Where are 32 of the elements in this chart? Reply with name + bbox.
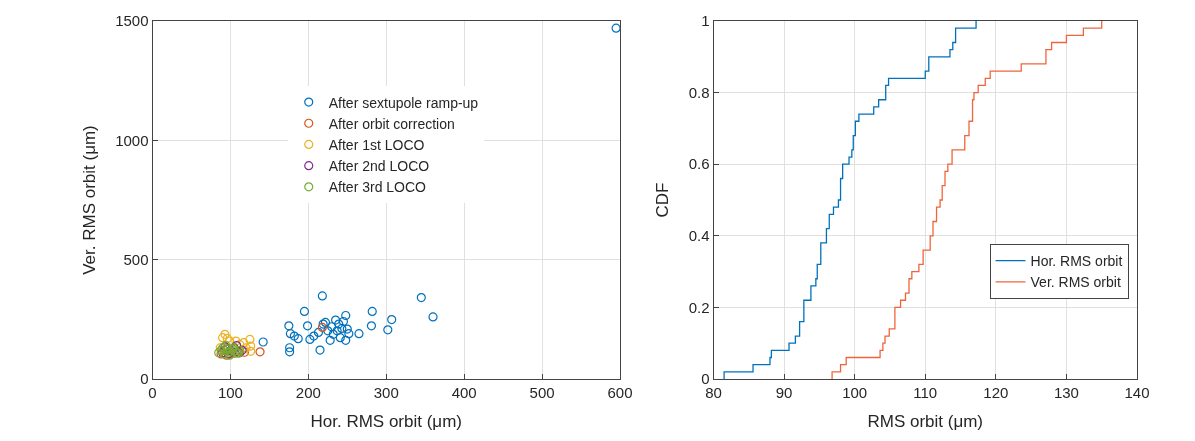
legend-label: After 1st LOCO (328, 136, 425, 153)
legend-label: After orbit correction (328, 115, 455, 132)
y-tick-label: 1000 (115, 131, 149, 149)
x-tick-label: 200 (295, 384, 321, 401)
y-tick-label: 0.8 (688, 83, 710, 101)
x-tick-label: 100 (217, 384, 243, 401)
x-tick-label: 500 (529, 384, 555, 401)
y-tick-label: 500 (123, 250, 149, 268)
x-tick-label: 140 (1124, 384, 1150, 401)
legend-label: Ver. RMS orbit (1030, 274, 1121, 291)
y-axis-title: CDF (653, 182, 673, 218)
x-tick-label: 130 (1053, 384, 1079, 401)
y-tick-label: 0.2 (688, 298, 710, 316)
y-tick-label: 1 (701, 12, 710, 30)
x-tick-label: 120 (983, 384, 1009, 401)
legend-label: After sextupole ramp-up (328, 94, 479, 111)
legend-label: Hor. RMS orbit (1030, 253, 1123, 270)
x-axis-title: Hor. RMS orbit (μm) (310, 412, 462, 432)
legend-label: After 2nd LOCO (328, 158, 430, 175)
y-tick-label: 1500 (115, 12, 149, 30)
x-axis-title: RMS orbit (μm) (867, 412, 984, 432)
y-axis-title: Ver. RMS orbit (μm) (79, 125, 99, 275)
x-tick-label: 300 (373, 384, 399, 401)
x-tick-label: 90 (775, 384, 793, 401)
legend-label: After 3rd LOCO (328, 179, 427, 196)
y-tick-label: 0.6 (688, 155, 710, 173)
y-tick-label: 0.4 (688, 227, 710, 245)
x-tick-label: 100 (842, 384, 868, 401)
y-tick-label: 0 (140, 370, 149, 388)
x-tick-label: 600 (607, 384, 633, 401)
x-tick-label: 110 (913, 384, 938, 401)
x-tick-label: 400 (451, 384, 477, 401)
